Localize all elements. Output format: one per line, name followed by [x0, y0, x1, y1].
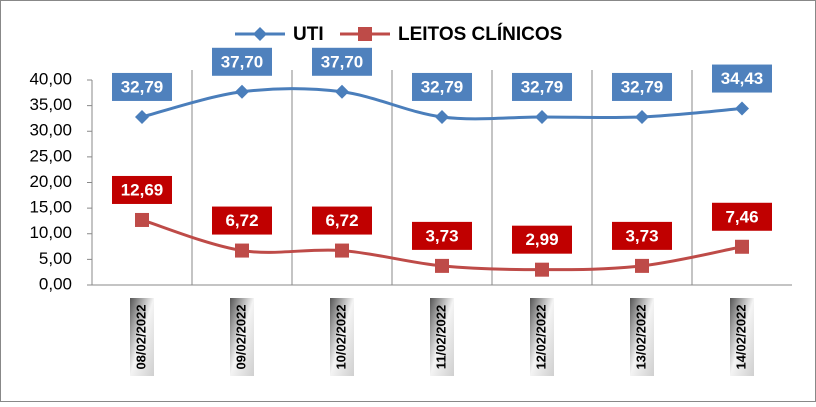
marker: [535, 262, 549, 277]
x-label-box: [630, 298, 654, 376]
marker: [235, 243, 249, 258]
x-label-box: [130, 298, 154, 376]
marker: [635, 258, 649, 273]
marker: [335, 243, 349, 258]
legend-label: UTI: [293, 24, 324, 45]
value-label: 32,79: [421, 77, 464, 96]
marker: [253, 27, 267, 41]
value-label-box: [712, 202, 772, 231]
legend-label: LEITOS CLÍNICOS: [398, 23, 562, 45]
marker: [635, 109, 649, 124]
value-label-box: [112, 175, 172, 204]
value-label: 7,46: [725, 207, 758, 226]
x-tick-label: 08/02/2022: [133, 304, 148, 369]
x-label-box: [730, 298, 754, 376]
value-label: 32,79: [121, 77, 164, 96]
x-tick-label: 12/02/2022: [533, 304, 548, 369]
marker: [135, 212, 149, 227]
x-tick-label: 09/02/2022: [233, 304, 248, 369]
y-tick-label: 30,00: [29, 121, 72, 140]
y-tick-label: 25,00: [29, 146, 72, 165]
y-tick-label: 15,00: [29, 198, 72, 217]
marker: [735, 239, 749, 254]
value-label-box: [312, 206, 372, 235]
x-label-box: [430, 298, 454, 376]
marker: [358, 27, 372, 41]
y-tick-label: 0,00: [39, 274, 72, 293]
value-label: 3,73: [425, 226, 458, 245]
value-label-box: [212, 47, 272, 76]
marker: [535, 109, 549, 124]
value-label: 2,99: [525, 230, 558, 249]
value-label-box: [612, 221, 672, 250]
value-label-box: [512, 72, 572, 101]
x-tick-label: 11/02/2022: [433, 305, 448, 369]
x-label-box: [330, 298, 354, 376]
y-tick-label: 40,00: [29, 69, 72, 88]
marker: [335, 84, 349, 99]
x-tick-label: 14/02/2022: [733, 304, 748, 369]
marker: [435, 109, 449, 124]
marker: [235, 84, 249, 99]
y-tick-label: 20,00: [29, 172, 72, 191]
marker: [135, 109, 149, 124]
value-label-box: [612, 72, 672, 101]
value-label: 12,69: [121, 180, 164, 199]
x-label-box: [530, 298, 554, 376]
x-tick-label: 10/02/2022: [333, 304, 348, 369]
value-label: 34,43: [721, 69, 764, 88]
x-label-box: [230, 298, 254, 376]
value-label: 6,72: [325, 211, 358, 230]
x-tick-label: 13/02/2022: [633, 304, 648, 369]
marker: [735, 101, 749, 116]
y-tick-label: 10,00: [29, 223, 72, 242]
value-label-box: [412, 72, 472, 101]
y-tick-label: 5,00: [39, 249, 72, 268]
value-label: 3,73: [625, 226, 658, 245]
value-label-box: [212, 206, 272, 235]
value-label: 37,70: [221, 52, 264, 71]
value-label-box: [512, 225, 572, 254]
value-label: 6,72: [225, 211, 258, 230]
value-label-box: [412, 221, 472, 250]
value-label-box: [312, 47, 372, 76]
value-label: 32,79: [621, 77, 664, 96]
marker: [435, 258, 449, 273]
y-tick-label: 35,00: [29, 95, 72, 114]
value-label: 37,70: [321, 52, 364, 71]
value-label: 32,79: [521, 77, 564, 96]
value-label-box: [712, 64, 772, 93]
value-label-box: [112, 72, 172, 101]
